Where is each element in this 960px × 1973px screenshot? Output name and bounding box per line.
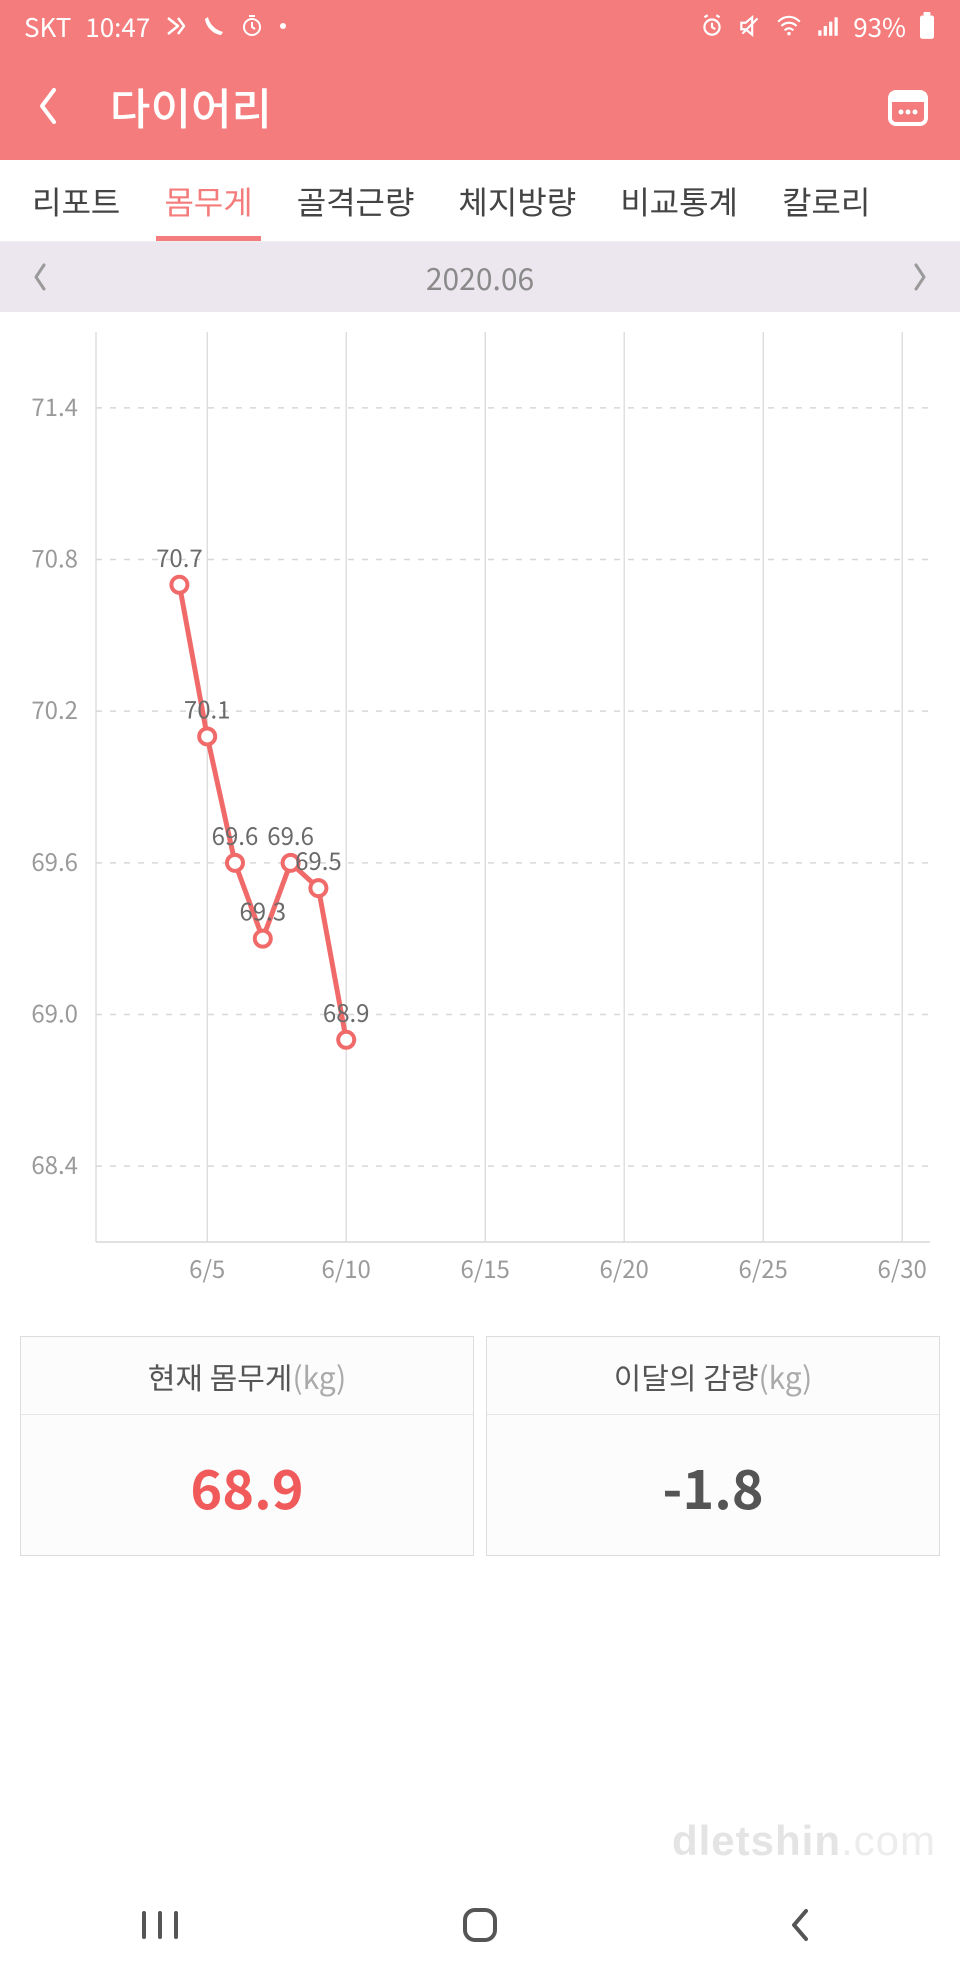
month-selector: 2020.06: [0, 242, 960, 312]
svg-text:69.3: 69.3: [239, 893, 286, 928]
carrier-label: SKT: [24, 8, 71, 45]
watermark-b: shin: [751, 1817, 841, 1864]
recents-button[interactable]: [120, 1895, 200, 1955]
svg-text:70.7: 70.7: [156, 539, 203, 574]
month-delta-card: 이달의 감량(kg) -1.8: [486, 1336, 940, 1556]
svg-text:69.6: 69.6: [212, 817, 259, 852]
month-delta-value: -1.8: [487, 1415, 939, 1555]
svg-text:70.8: 70.8: [31, 540, 78, 575]
prev-month-button[interactable]: [20, 257, 60, 297]
svg-text:68.4: 68.4: [31, 1146, 78, 1181]
svg-text:69.5: 69.5: [295, 842, 342, 877]
tab-5[interactable]: 칼로리: [760, 160, 892, 241]
line-chart-svg: 68.4 69.0 69.6 70.2 70.8 71.4 6/5 6/10 6/15 6/20 6…: [0, 312, 960, 1312]
month-label: 2020.06: [426, 255, 534, 299]
page-title: 다이어리: [110, 74, 884, 138]
current-weight-label: 현재 몸무게: [148, 1354, 293, 1398]
next-month-button[interactable]: [900, 257, 940, 297]
tab-3[interactable]: 체지방량: [436, 160, 598, 241]
battery-pct-label: 93%: [853, 8, 906, 45]
current-weight-head: 현재 몸무게(kg): [21, 1337, 473, 1415]
watermark: dletshin.com: [672, 1817, 936, 1865]
svg-text:6/5: 6/5: [189, 1250, 225, 1285]
svg-text:68.9: 68.9: [323, 994, 370, 1029]
tab-4[interactable]: 비교통계: [598, 160, 760, 241]
svg-text:70.2: 70.2: [31, 691, 78, 726]
tabs-bar: 리포트몸무게골격근량체지방량비교통계칼로리: [0, 160, 960, 242]
svg-text:6/10: 6/10: [322, 1250, 371, 1285]
nav-back-button[interactable]: [760, 1895, 840, 1955]
summary-row: 현재 몸무게(kg) 68.9 이달의 감량(kg) -1.8: [0, 1336, 960, 1556]
watermark-c: .com: [841, 1817, 936, 1864]
status-left: SKT 10:47: [24, 8, 288, 45]
status-bar: SKT 10:47 93%: [0, 0, 960, 52]
tab-1[interactable]: 몸무게: [142, 160, 274, 241]
status-right: 93%: [699, 8, 936, 45]
weight-chart: 68.4 69.0 69.6 70.2 70.8 71.4 6/5 6/10 6/15 6/20 6…: [0, 312, 960, 1312]
phone-icon: [202, 14, 226, 38]
month-delta-label: 이달의 감량: [614, 1354, 759, 1398]
app-icon: [164, 14, 188, 38]
battery-icon: [918, 12, 936, 40]
svg-text:70.1: 70.1: [184, 690, 231, 725]
app-header: 다이어리: [0, 52, 960, 160]
svg-text:69.6: 69.6: [31, 843, 78, 878]
svg-text:6/20: 6/20: [600, 1250, 649, 1285]
dot-icon: [278, 21, 288, 31]
current-weight-value: 68.9: [21, 1415, 473, 1555]
timer-icon: [240, 14, 264, 38]
svg-text:6/15: 6/15: [461, 1250, 510, 1285]
wifi-icon: [775, 13, 803, 39]
svg-text:71.4: 71.4: [31, 388, 78, 423]
signal-icon: [815, 13, 841, 39]
android-nav-bar: [0, 1877, 960, 1973]
clock-label: 10:47: [85, 8, 150, 45]
calendar-button[interactable]: [884, 82, 932, 130]
svg-text:6/25: 6/25: [739, 1250, 788, 1285]
tab-0[interactable]: 리포트: [10, 160, 142, 241]
watermark-a: dlet: [672, 1817, 751, 1864]
alarm-icon: [699, 13, 725, 39]
current-weight-card: 현재 몸무게(kg) 68.9: [20, 1336, 474, 1556]
svg-text:6/30: 6/30: [878, 1250, 927, 1285]
current-weight-unit: (kg): [293, 1354, 347, 1398]
home-button[interactable]: [440, 1895, 520, 1955]
tab-2[interactable]: 골격근량: [275, 160, 437, 241]
svg-text:69.0: 69.0: [31, 995, 78, 1030]
month-delta-head: 이달의 감량(kg): [487, 1337, 939, 1415]
month-delta-unit: (kg): [759, 1354, 813, 1398]
back-button[interactable]: [28, 86, 68, 126]
mute-icon: [737, 13, 763, 39]
